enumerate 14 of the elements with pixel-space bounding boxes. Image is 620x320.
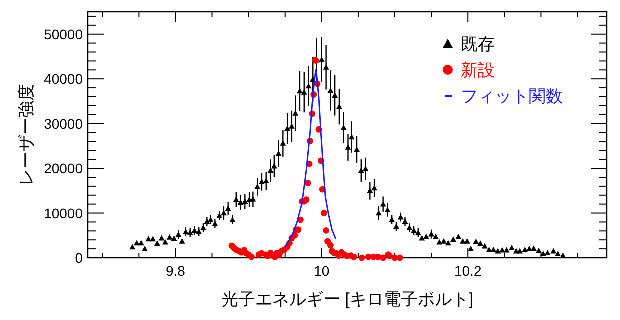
y-tick-label: 20000 — [44, 160, 84, 177]
x-axis-title: 光子エネルギー [キロ電子ボルト] — [221, 290, 474, 309]
y-tick-label: 0 — [75, 250, 84, 266]
legend-label: 既存 — [461, 35, 495, 54]
y-tick-label: 30000 — [44, 116, 84, 132]
legend-label: 新設 — [461, 61, 495, 80]
y-axis-title: レーザー強度 — [17, 84, 36, 186]
x-tick-label: 9.8 — [166, 263, 186, 279]
y-tick-label: 10000 — [44, 205, 84, 222]
x-tick-label: 10 — [314, 263, 330, 279]
y-tick-label: 50000 — [44, 26, 84, 42]
y-tick-label: 40000 — [44, 71, 84, 88]
x-tick-label: 10.2 — [454, 263, 482, 279]
legend-label: フィット関数 — [461, 87, 563, 106]
